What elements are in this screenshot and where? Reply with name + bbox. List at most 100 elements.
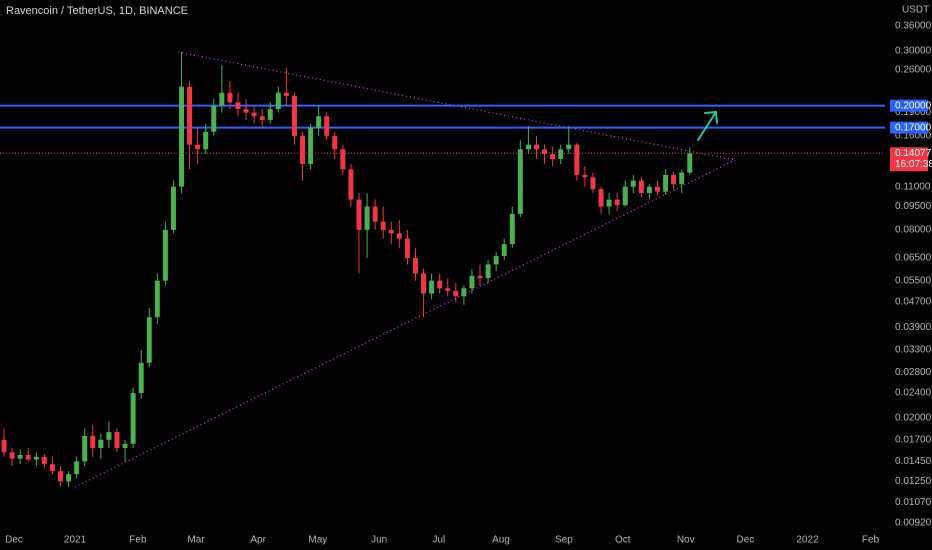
y-tick-label: 0.01250: [895, 476, 932, 487]
candle-body: [58, 471, 64, 482]
candle-body: [630, 180, 636, 187]
candle-body: [332, 135, 338, 150]
x-tick-label: Jul: [432, 535, 445, 546]
candle-body: [671, 174, 677, 185]
candle-body: [195, 144, 201, 150]
candle-body: [437, 280, 443, 289]
candle-body: [122, 443, 128, 449]
arrow: [697, 110, 718, 141]
candle-body: [9, 452, 15, 459]
candle-body: [308, 127, 314, 165]
candle-body: [356, 199, 362, 230]
chart-title: Ravencoin / TetherUS, 1D, BINANCE: [6, 5, 188, 17]
candle-body: [324, 116, 330, 136]
candle-body: [550, 153, 556, 159]
candle-body: [49, 464, 55, 472]
y-tick-label: 0.02400: [895, 388, 932, 399]
candle-body: [90, 435, 96, 449]
x-tick-label: Dec: [737, 535, 755, 546]
y-tick-label: 0.01070: [895, 497, 932, 508]
candle-body: [517, 149, 523, 214]
candle-body: [211, 105, 217, 132]
x-tick-label: 2021: [64, 535, 87, 546]
candle-body: [1, 439, 7, 453]
plot-area: [0, 51, 885, 488]
candle-body: [477, 275, 483, 279]
candle-body: [638, 180, 644, 193]
candle-body: [227, 92, 233, 103]
candle-body: [170, 186, 176, 230]
candle-body: [114, 432, 120, 449]
candle-body: [203, 131, 209, 150]
x-tick-label: Aug: [492, 535, 510, 546]
x-tick-label: Sep: [555, 535, 573, 546]
candle-body: [533, 144, 539, 150]
candle-body: [259, 116, 265, 120]
candle-body: [364, 206, 370, 230]
candle-body: [33, 456, 39, 460]
candle-body: [493, 255, 499, 265]
candle-body: [654, 186, 660, 192]
candle-body: [348, 169, 354, 200]
x-tick-label: May: [308, 535, 327, 546]
x-tick-label: Apr: [250, 535, 266, 546]
candle-body: [154, 280, 160, 318]
y-tick-label: 0.19000: [895, 107, 932, 118]
y-tick-label: 0.01700: [895, 434, 932, 445]
candle-body: [453, 290, 459, 297]
candle-body: [146, 317, 152, 363]
y-tick-label: 0.01450: [895, 456, 932, 467]
candle-body: [316, 116, 322, 128]
candle-body: [485, 264, 491, 279]
candle-body: [98, 439, 104, 449]
y-tick-label: 0.30000: [895, 45, 932, 56]
candle-body: [243, 109, 249, 113]
candle-body: [590, 177, 596, 190]
candle-body: [679, 172, 685, 185]
x-tick-label: Feb: [862, 535, 880, 546]
y-tick-label: 0.36000: [895, 21, 932, 32]
y-tick-label: 0.09500: [895, 201, 932, 212]
y-tick-label: 0.03900: [895, 322, 932, 333]
candle-body: [41, 456, 47, 465]
level-label: 0.20000: [895, 100, 932, 111]
candle-body: [106, 432, 112, 440]
candle-body: [646, 186, 652, 193]
x-tick-label: Nov: [677, 535, 695, 546]
y-tick-label: 0.26000: [895, 65, 932, 76]
candle-body: [82, 435, 88, 462]
candle-body: [663, 174, 669, 192]
candle-body: [291, 95, 297, 136]
x-tick-label: Dec: [5, 535, 23, 546]
x-tick-label: Mar: [187, 535, 205, 546]
candle-body: [542, 149, 548, 154]
candle-body: [566, 144, 572, 150]
level-label-box: [890, 99, 928, 112]
candle-body: [574, 144, 580, 175]
candle-body: [251, 112, 257, 117]
candle-body: [525, 144, 531, 150]
candle-body: [187, 86, 193, 145]
candle-body: [267, 109, 273, 120]
candle-body: [283, 92, 289, 96]
y-tick-label: 0.08000: [895, 224, 932, 235]
y-tick-label: 0.04700: [895, 297, 932, 308]
candle-body: [388, 229, 394, 234]
x-tick-label: Feb: [129, 535, 147, 546]
candle-body: [340, 149, 346, 170]
candle-body: [66, 474, 72, 482]
candle-body: [558, 149, 564, 159]
candle-body: [300, 135, 306, 165]
candle-body: [598, 189, 604, 207]
candle-body: [461, 288, 467, 297]
candle-body: [622, 186, 628, 206]
candle-body: [412, 258, 418, 274]
y-unit: USDT: [902, 5, 929, 16]
candle-body: [614, 199, 620, 206]
candle-body: [582, 174, 588, 178]
y-tick-label: 0.11000: [895, 181, 931, 192]
trendline: [178, 51, 736, 161]
